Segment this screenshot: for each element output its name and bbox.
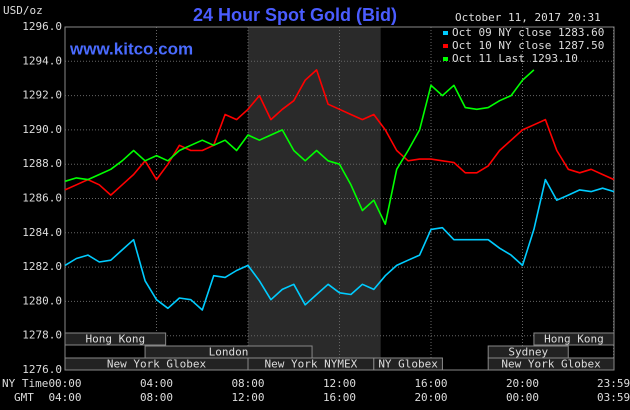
x-axis-label: NY Time: [2, 377, 48, 390]
y-tick-label: 1276.0: [22, 363, 62, 376]
y-tick-label: 1284.0: [22, 226, 62, 239]
series-line: [64, 69, 535, 225]
y-tick-label: 1288.0: [22, 157, 62, 170]
y-tick-label: 1296.0: [22, 20, 62, 33]
x2-tick-label: 20:00: [414, 391, 447, 404]
x2-tick-label: 00:00: [506, 391, 539, 404]
legend-entry: Oct 10 NY close 1287.50: [452, 39, 604, 52]
legend-swatch: [443, 44, 448, 48]
session-label: New York NYMEX: [265, 358, 358, 371]
subtitle: www.kitco.com: [69, 39, 193, 58]
plot-border: [64, 26, 615, 371]
x2-axis-label: GMT: [14, 391, 34, 404]
legend-swatch: [443, 57, 448, 61]
y-tick-label: 1278.0: [22, 329, 62, 342]
x-tick-label: 20:00: [506, 377, 539, 390]
x2-tick-label: 16:00: [323, 391, 356, 404]
legend-swatch: [443, 31, 448, 35]
x-tick-label: 04:00: [140, 377, 173, 390]
y-tick-label: 1294.0: [22, 54, 62, 67]
session-label: New York Globex: [107, 358, 207, 371]
x2-tick-label: 08:00: [140, 391, 173, 404]
series-line: [64, 178, 615, 311]
series-line: [64, 69, 615, 196]
chart-title: 24 Hour Spot Gold (Bid): [193, 5, 397, 25]
y-tick-label: 1292.0: [22, 89, 62, 102]
x-tick-label: 08:00: [231, 377, 264, 390]
y-tick-label: 1286.0: [22, 192, 62, 205]
session-label: Sydney: [508, 346, 548, 359]
session-label: Hong Kong: [544, 333, 604, 346]
x-tick-label: 12:00: [323, 377, 356, 390]
session-label: New York Globex: [501, 358, 601, 371]
y-tick-label: 1282.0: [22, 260, 62, 273]
y-tick-label: 1280.0: [22, 294, 62, 307]
timestamp: October 11, 2017 20:31: [455, 11, 601, 24]
legend-entry: Oct 09 NY close 1283.60: [452, 26, 604, 39]
x2-tick-label: 03:59: [597, 391, 630, 404]
y-tick-label: 1290.0: [22, 123, 62, 136]
x2-tick-label: 04:00: [48, 391, 81, 404]
x-tick-label: 00:00: [48, 377, 81, 390]
x-tick-label: 23:59: [597, 377, 630, 390]
x-tick-label: 16:00: [414, 377, 447, 390]
session-label: Hong Kong: [86, 333, 146, 346]
session-label: London: [209, 346, 249, 359]
x2-tick-label: 12:00: [231, 391, 264, 404]
session-label: NY Globex: [378, 358, 438, 371]
y-axis-label: USD/oz: [3, 4, 43, 17]
legend-entry: Oct 11 Last 1293.10: [452, 52, 578, 65]
